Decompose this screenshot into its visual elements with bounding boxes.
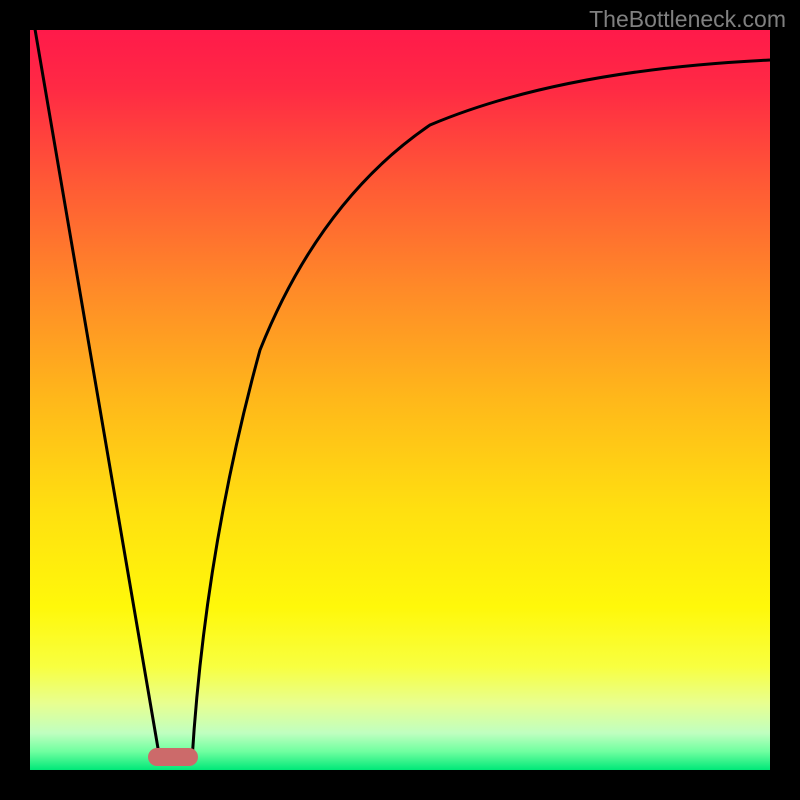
chart-container: TheBottleneck.com xyxy=(0,0,800,800)
right-curve xyxy=(192,60,770,760)
curves-svg xyxy=(0,0,800,800)
bottleneck-marker xyxy=(148,748,198,766)
left-curve xyxy=(30,0,160,760)
watermark-text: TheBottleneck.com xyxy=(589,6,786,33)
